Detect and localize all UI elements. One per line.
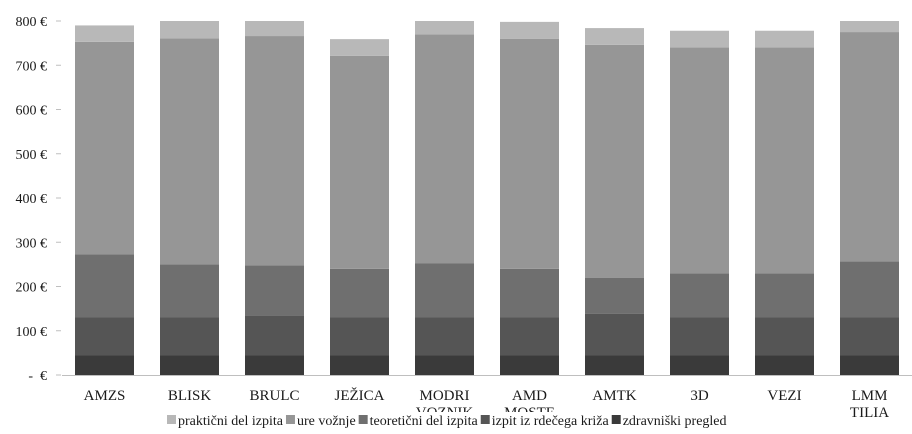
x-category-label: AMZS (84, 388, 126, 404)
bar-segment-zdravniški-pregled-4 (415, 355, 474, 375)
legend-label-background (177, 412, 284, 428)
x-category-label: JEŽICA (335, 387, 385, 404)
bar-segment-praktični-del-izpita-8 (755, 30, 814, 48)
y-tick-label: 500 € (16, 148, 48, 163)
legend-swatch (611, 415, 621, 424)
bar-segment-teoretični-del-izpita-8 (755, 273, 814, 318)
bar-segment-izpit-iz-rdečega-križa-3 (330, 317, 389, 356)
legend-swatch (358, 415, 368, 424)
legend-label: teoretični del izpita (370, 414, 479, 429)
legend-swatch (480, 415, 490, 424)
bar-segment-izpit-iz-rdečega-križa-4 (415, 317, 474, 356)
bar-segment-praktični-del-izpita-3 (330, 39, 389, 56)
legend-label-background (295, 412, 357, 428)
bar-segment-izpit-iz-rdečega-križa-0 (75, 317, 134, 356)
bar-segment-praktični-del-izpita-1 (160, 21, 219, 39)
bar-segment-teoretični-del-izpita-2 (245, 265, 304, 316)
bar-segment-izpit-iz-rdečega-križa-1 (160, 317, 219, 356)
legend-label-background (621, 412, 728, 428)
bar-segment-ure-vožnje-7 (670, 47, 729, 274)
bar-segment-zdravniški-pregled-5 (500, 355, 559, 375)
bar-segment-teoretični-del-izpita-6 (585, 277, 644, 314)
bar-segment-teoretični-del-izpita-3 (330, 268, 389, 318)
y-tick-label: 400 € (16, 192, 48, 207)
legend-swatch (285, 415, 295, 424)
bar-segment-zdravniški-pregled-0 (75, 355, 134, 375)
bar-segment-zdravniški-pregled-8 (755, 355, 814, 375)
bar-segment-izpit-iz-rdečega-križa-7 (670, 317, 729, 356)
y-axis: - € 100 € 200 € 300 € 400 € 500 € 600 € 700 € 80… (16, 15, 912, 384)
bar-segment-izpit-iz-rdečega-križa-5 (500, 317, 559, 356)
bar-segment-izpit-iz-rdečega-križa-2 (245, 315, 304, 356)
y-tick-label: 200 € (16, 281, 48, 296)
bar-segment-zdravniški-pregled-9 (840, 355, 899, 375)
y-tick-label: 600 € (16, 104, 48, 119)
bar-segment-ure-vožnje-1 (160, 38, 219, 265)
bar-segment-ure-vožnje-8 (755, 47, 814, 274)
x-category-label: AMTK (592, 388, 636, 404)
bar-segment-ure-vožnje-4 (415, 34, 474, 264)
bar-segment-ure-vožnje-2 (245, 36, 304, 266)
bar-segment-praktični-del-izpita-4 (415, 21, 474, 35)
x-category-label: 3D (690, 388, 709, 404)
bar-segment-praktični-del-izpita-9 (840, 21, 899, 33)
bar-segment-izpit-iz-rdečega-križa-6 (585, 313, 644, 356)
legend-label: ure vožnje (297, 414, 356, 429)
legend-label-background (490, 412, 610, 428)
bar-segment-ure-vožnje-5 (500, 38, 559, 269)
legend-label: izpit iz rdečega križa (492, 414, 610, 429)
bar-segment-praktični-del-izpita-5 (500, 21, 559, 39)
bar-segment-ure-vožnje-6 (585, 44, 644, 278)
bar-segment-praktični-del-izpita-6 (585, 28, 644, 45)
y-tick-label: 100 € (16, 325, 48, 340)
x-category-label: BRULC (249, 388, 299, 404)
bar-segment-zdravniški-pregled-1 (160, 355, 219, 375)
bar-segment-ure-vožnje-9 (840, 32, 899, 262)
bar-segment-teoretični-del-izpita-9 (840, 261, 899, 318)
bar-segment-praktični-del-izpita-2 (245, 21, 304, 37)
x-category-label: VEZI (767, 388, 801, 404)
legend-label: praktični del izpita (178, 414, 284, 429)
bar-segment-zdravniški-pregled-7 (670, 355, 729, 375)
legend-swatch (167, 415, 176, 424)
bar-segment-praktični-del-izpita-7 (670, 30, 729, 48)
bar-segment-teoretični-del-izpita-0 (75, 254, 134, 318)
bar-segment-teoretični-del-izpita-4 (415, 263, 474, 318)
y-tick-label: 300 € (16, 236, 48, 251)
legend-label-background (368, 412, 479, 428)
bar-segment-izpit-iz-rdečega-križa-8 (755, 317, 814, 356)
bars-group (75, 21, 899, 375)
bar-segment-ure-vožnje-3 (330, 55, 389, 269)
bar-segment-teoretični-del-izpita-1 (160, 264, 219, 318)
y-tick-label: - € (28, 369, 47, 384)
legend: praktični del izpita ure vožnje teoretični… (167, 412, 728, 429)
bar-segment-teoretični-del-izpita-5 (500, 268, 559, 318)
x-category-label: LMM TILIA (850, 388, 889, 421)
y-tick-label: 700 € (16, 59, 48, 74)
bar-segment-zdravniški-pregled-3 (330, 355, 389, 375)
bar-segment-teoretični-del-izpita-7 (670, 273, 729, 318)
bar-segment-zdravniški-pregled-2 (245, 355, 304, 375)
bar-segment-ure-vožnje-0 (75, 41, 134, 255)
y-tick-label: 800 € (16, 15, 48, 30)
bar-segment-zdravniški-pregled-6 (585, 355, 644, 375)
bar-segment-praktični-del-izpita-0 (75, 25, 134, 42)
legend-label: zdravniški pregled (623, 414, 727, 429)
bar-segment-izpit-iz-rdečega-križa-9 (840, 317, 899, 356)
x-category-label: BLISK (168, 388, 212, 404)
